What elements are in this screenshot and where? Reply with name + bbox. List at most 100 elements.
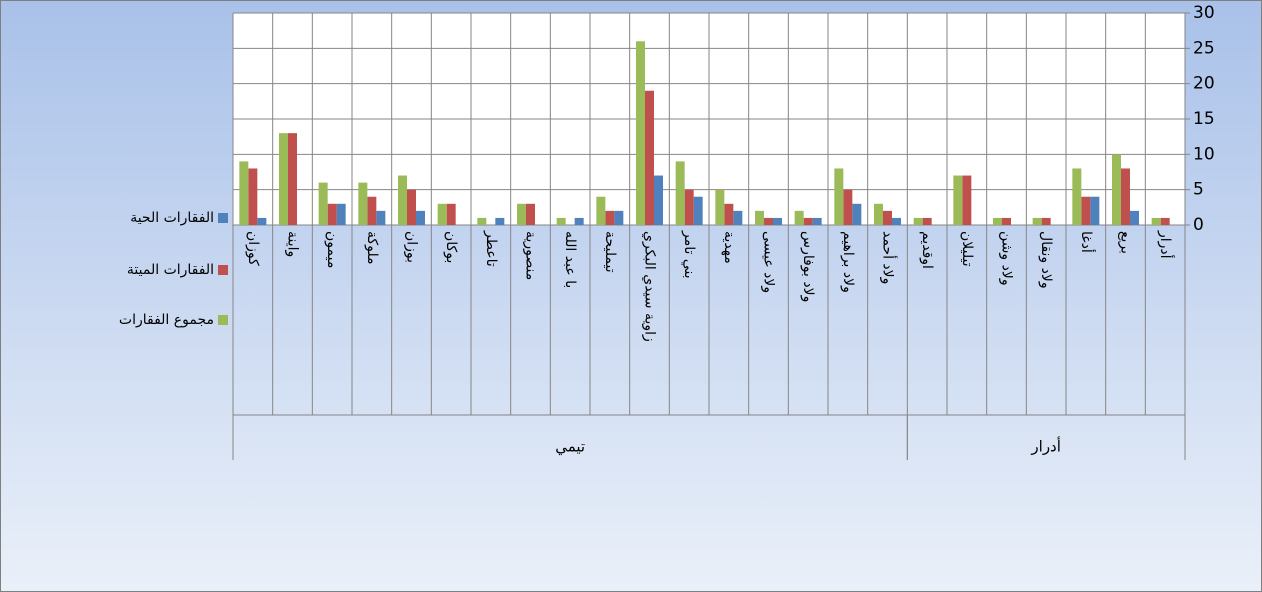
y-tick-label: 15: [1193, 109, 1215, 129]
group-label: تيمي: [555, 438, 585, 457]
y-tick-label: 20: [1193, 74, 1215, 94]
x-tick-label: ميمون: [324, 231, 340, 268]
x-tick-label: تيليلان: [959, 231, 975, 267]
bar: [892, 217, 901, 225]
bar: [953, 175, 963, 225]
bar: [733, 210, 743, 225]
bar: [446, 203, 456, 225]
bar: [1072, 168, 1082, 225]
bar: [376, 210, 386, 225]
bar: [574, 217, 584, 225]
bar: [416, 210, 425, 225]
bar: [367, 196, 377, 225]
legend-label: الفقارات الحية: [130, 210, 214, 226]
bar: [1081, 196, 1091, 225]
x-tick-label: تاعطر: [483, 230, 499, 267]
x-tick-label: منصورية: [523, 231, 539, 280]
bar: [596, 196, 606, 225]
x-tick-label: ولاد أحمد: [880, 231, 898, 284]
y-tick-label: 25: [1193, 38, 1215, 58]
x-tick-label: أدغا: [1078, 231, 1096, 253]
bar: [288, 133, 297, 225]
bar: [803, 217, 813, 225]
bar: [675, 161, 685, 225]
bar: [755, 210, 764, 225]
bar: [654, 175, 663, 225]
x-tick-label: بوزان: [404, 231, 420, 263]
bar: [693, 196, 703, 225]
bar: [358, 182, 368, 225]
bar: [1112, 154, 1121, 225]
bar: [327, 203, 337, 225]
bar: [477, 217, 487, 225]
bar: [1160, 217, 1170, 225]
bar: [913, 217, 923, 225]
bar: [1041, 217, 1051, 225]
bar: [437, 203, 447, 225]
bar: [605, 210, 615, 225]
y-tick-label: 5: [1193, 180, 1204, 200]
x-tick-label: اوقديم: [919, 231, 935, 269]
bar: [248, 168, 258, 225]
x-tick-label: زاوية سيدي البكري: [642, 231, 658, 342]
x-tick-label: أدرار: [1157, 230, 1175, 259]
bar: [645, 90, 654, 225]
x-tick-label: ولاد ونقال: [1038, 231, 1054, 289]
bar: [812, 217, 822, 225]
x-tick-label: ولاد بوفارس: [800, 231, 816, 302]
x-tick-label: با عبد الله: [562, 231, 578, 288]
x-tick-label: ولاد وشن: [999, 231, 1015, 286]
bar: [279, 133, 288, 225]
legend-swatch: [218, 265, 228, 275]
bar: [239, 161, 249, 225]
legend-label: مجموع الفقارات: [119, 312, 214, 328]
x-tick-label: ولاد براهيم: [840, 231, 856, 293]
bar: [843, 189, 853, 225]
bar: [1090, 196, 1100, 225]
bar: [684, 189, 694, 225]
bar: [336, 203, 346, 225]
legend-label: الفقارات الميتة: [127, 262, 214, 278]
x-tick-label: تيمليحة: [602, 231, 618, 273]
bar: [526, 203, 535, 225]
legend-swatch: [218, 315, 228, 325]
bar: [715, 189, 725, 225]
bar: [993, 217, 1002, 225]
x-tick-label: بريع: [1118, 231, 1134, 254]
x-tick-label: ولاد عيسى: [761, 231, 777, 293]
bar: [1121, 168, 1130, 225]
bar: [764, 217, 773, 225]
bar: [883, 210, 892, 225]
bar: [724, 203, 734, 225]
y-tick-label: 0: [1193, 215, 1204, 235]
bar: [1130, 210, 1139, 225]
bar: [922, 217, 932, 225]
bar: [794, 210, 804, 225]
bar: [852, 203, 862, 225]
bar: [1032, 217, 1042, 225]
bar: [318, 182, 328, 225]
x-tick-label: بني تامر: [681, 230, 697, 279]
bar: [834, 168, 844, 225]
bar: [495, 217, 505, 225]
bar: [407, 189, 416, 225]
bar: [874, 203, 883, 225]
bar: [1151, 217, 1161, 225]
x-tick-label: مهدية: [721, 231, 737, 264]
x-tick-label: بوكان: [443, 231, 459, 263]
bar: [636, 41, 645, 226]
bar: [773, 217, 782, 225]
bar: [962, 175, 972, 225]
bar: [556, 217, 566, 225]
bar: [257, 217, 267, 225]
x-tick-label: ملوكة: [364, 231, 380, 265]
y-tick-label: 30: [1193, 3, 1215, 23]
bar: [517, 203, 526, 225]
bar: [614, 210, 624, 225]
y-tick-label: 10: [1193, 144, 1215, 164]
legend-swatch: [218, 213, 228, 223]
bar: [1002, 217, 1011, 225]
x-tick-label: واينة: [285, 231, 301, 257]
group-label: أدرار: [1030, 437, 1061, 456]
